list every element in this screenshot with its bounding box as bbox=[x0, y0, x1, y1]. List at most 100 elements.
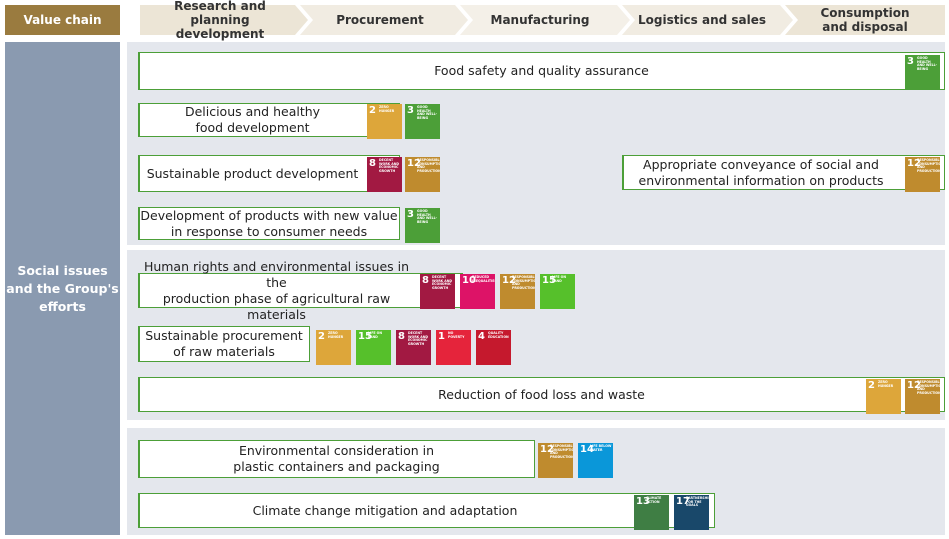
issue-box bbox=[138, 377, 945, 412]
sdg-number: 8 bbox=[398, 331, 405, 342]
issue-label: Development of products with new value i… bbox=[140, 207, 398, 239]
sdg-icon: 4 QUALITY EDUCATION bbox=[476, 330, 511, 365]
issue-box bbox=[138, 52, 945, 90]
sdg-number: 12 bbox=[502, 275, 516, 286]
sdg-name: GOOD HEALTH AND WELL-BEING bbox=[917, 56, 937, 71]
sdg-number: 3 bbox=[407, 209, 414, 220]
chevron bbox=[460, 5, 630, 35]
chevron bbox=[300, 5, 468, 35]
value-chain-label: Value chain bbox=[5, 5, 120, 35]
sdg-name: LIFE BELOW WATER bbox=[590, 444, 612, 452]
sdg-name: QUALITY EDUCATION bbox=[488, 331, 509, 339]
sdg-name: PARTNERSHIPS FOR THE GOALS bbox=[686, 496, 709, 508]
sdg-number: 12 bbox=[540, 444, 554, 455]
sdg-name: CLIMATE ACTION bbox=[646, 496, 662, 504]
issue-box bbox=[622, 155, 945, 190]
issue-box bbox=[138, 493, 715, 528]
chevron bbox=[140, 5, 308, 35]
sdg-number: 15 bbox=[358, 331, 372, 342]
sdg-name: RESPONSIBLE CONSUMPTION AND PRODUCTION bbox=[917, 158, 940, 173]
issue-label: Food safety and quality assurance bbox=[434, 63, 649, 78]
sdg-name: RESPONSIBLE CONSUMPTION AND PRODUCTION bbox=[417, 158, 440, 173]
side-label: Social issues and the Group's efforts bbox=[5, 42, 120, 535]
sdg-icon: 2 ZERO HUNGER bbox=[866, 379, 901, 414]
sdg-number: 14 bbox=[580, 444, 594, 455]
sdg-name: RESPONSIBLE CONSUMPTION AND PRODUCTION bbox=[917, 380, 940, 395]
issue-label: Environmental consideration in plastic c… bbox=[233, 443, 440, 474]
stage-label: Logistics and sales bbox=[637, 13, 767, 27]
sdg-number: 12 bbox=[907, 158, 921, 169]
sdg-icon: 3 GOOD HEALTH AND WELL-BEING bbox=[405, 208, 440, 243]
issue-label: Climate change mitigation and adaptation bbox=[252, 502, 518, 518]
issue-label: Sustainable product development bbox=[146, 165, 359, 181]
sdg-icon: 13 CLIMATE ACTION bbox=[634, 495, 669, 530]
sdg-number: 8 bbox=[422, 275, 429, 286]
sdg-name: GOOD HEALTH AND WELL-BEING bbox=[417, 209, 437, 224]
sdg-number: 15 bbox=[542, 275, 556, 286]
sdg-icon: 15 LIFE ON LAND bbox=[356, 330, 391, 365]
sdg-icon: 17PARTNERSHIPS FOR THE GOALS bbox=[674, 495, 709, 530]
sdg-number: 1 bbox=[438, 331, 445, 342]
sdg-number: 12 bbox=[907, 380, 921, 391]
sdg-icon: 2 ZERO HUNGER bbox=[316, 330, 351, 365]
sdg-number: 3 bbox=[907, 56, 914, 67]
issue-label: Appropriate conveyance of social and env… bbox=[638, 156, 884, 188]
sdg-name: RESPONSIBLE CONSUMPTION AND PRODUCTION bbox=[512, 275, 535, 290]
sdg-icon: 15 LIFE ON LAND bbox=[540, 274, 575, 309]
sdg-number: 12 bbox=[407, 158, 421, 169]
sdg-icon: 1 NO POVERTY bbox=[436, 330, 471, 365]
sdg-icon: 3 GOOD HEALTH AND WELL-BEING bbox=[905, 55, 940, 90]
sdg-number: 3 bbox=[407, 105, 414, 116]
sdg-number: 2 bbox=[369, 105, 376, 116]
sdg-name: DECENT WORK AND ECONOMIC GROWTH bbox=[432, 275, 453, 290]
sdg-icon: 8 DECENT WORK AND ECONOMIC GROWTH bbox=[367, 157, 402, 192]
sdg-name: NO POVERTY bbox=[448, 331, 465, 339]
stage-label: Consumption and disposal bbox=[820, 6, 910, 34]
sdg-name: ZERO HUNGER bbox=[878, 380, 894, 388]
sdg-number: 8 bbox=[369, 158, 376, 169]
sdg-icon: 10 REDUCED INEQUALITIES bbox=[460, 274, 495, 309]
stage-label: Procurement bbox=[336, 13, 424, 27]
chevron bbox=[622, 5, 793, 35]
sdg-number: 2 bbox=[868, 380, 875, 391]
issue-box bbox=[138, 207, 400, 240]
issue-label: Human rights and environmental issues in… bbox=[144, 259, 409, 322]
sdg-name: RESPONSIBLE CONSUMPTION AND PRODUCTION bbox=[550, 444, 573, 459]
issue-box bbox=[138, 440, 535, 478]
sdg-number: 2 bbox=[318, 331, 325, 342]
sdg-icon: 2 ZERO HUNGER bbox=[367, 104, 402, 139]
sdg-name: ZERO HUNGER bbox=[379, 105, 395, 113]
sdg-name: DECENT WORK AND ECONOMIC GROWTH bbox=[408, 331, 429, 346]
sdg-name: REDUCED INEQUALITIES bbox=[472, 275, 495, 283]
chevron bbox=[785, 5, 945, 35]
chevrons bbox=[140, 5, 945, 35]
sdg-number: 10 bbox=[462, 275, 476, 286]
stage-label: Research and planning development bbox=[174, 0, 266, 41]
stage-label: Manufacturing bbox=[490, 13, 590, 27]
sdg-icon: 3 GOOD HEALTH AND WELL-BEING bbox=[405, 104, 440, 139]
issue-box bbox=[138, 103, 400, 137]
sdg-number: 13 bbox=[636, 496, 650, 507]
issue-label: Reduction of food loss and waste bbox=[438, 386, 645, 402]
sdg-name: LIFE ON LAND bbox=[368, 331, 383, 339]
sdg-icon: 8 DECENT WORK AND ECONOMIC GROWTH bbox=[420, 274, 455, 309]
issue-label: Sustainable procurement of raw materials bbox=[145, 328, 303, 359]
issue-box bbox=[138, 155, 400, 192]
issue-label: Delicious and healthy food development bbox=[184, 104, 321, 135]
sdg-number: 17 bbox=[676, 496, 690, 507]
sdg-icon: 8 DECENT WORK AND ECONOMIC GROWTH bbox=[396, 330, 431, 365]
sdg-icon: 14 LIFE BELOW WATER bbox=[578, 443, 613, 478]
sdg-name: DECENT WORK AND ECONOMIC GROWTH bbox=[379, 158, 400, 173]
sdg-name: ZERO HUNGER bbox=[328, 331, 344, 339]
issue-box bbox=[138, 273, 463, 308]
sdg-name: LIFE ON LAND bbox=[552, 275, 567, 283]
sdg-number: 4 bbox=[478, 331, 485, 342]
issue-box bbox=[138, 326, 310, 362]
sdg-name: GOOD HEALTH AND WELL-BEING bbox=[417, 105, 437, 120]
